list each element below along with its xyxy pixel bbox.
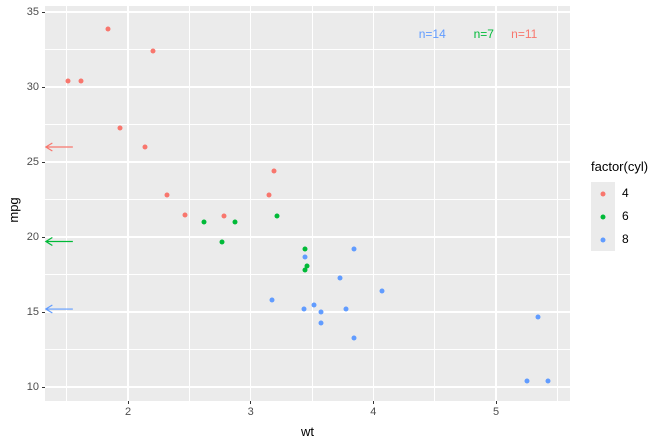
major-gridline-h (45, 11, 570, 13)
data-point-cyl4 (150, 48, 156, 54)
x-tick-label: 5 (492, 406, 500, 418)
y-tick-mark (42, 311, 45, 313)
data-point-cyl4 (266, 192, 272, 198)
data-point-cyl4 (117, 125, 123, 130)
legend-dot-cyl6 (600, 214, 606, 219)
data-point-cyl4 (142, 144, 148, 150)
x-tick-mark (250, 401, 252, 404)
data-point-cyl6 (201, 219, 207, 225)
data-point-cyl8 (351, 246, 357, 252)
data-point-cyl6 (274, 213, 280, 219)
data-point-cyl8 (343, 306, 349, 312)
y-tick-label: 25 (26, 155, 39, 168)
minor-gridline-h (45, 49, 570, 50)
minor-gridline-h (45, 349, 570, 350)
data-point-cyl8 (535, 314, 541, 320)
minor-gridline-h (45, 124, 570, 125)
major-gridline-v (250, 6, 252, 401)
plot-panel: n=14 n=7 n=11 (45, 6, 570, 401)
major-gridline-v (372, 6, 375, 401)
count-annotation: n=14 (418, 26, 446, 41)
data-point-cyl6 (219, 239, 225, 245)
x-axis-title: wt (301, 424, 314, 439)
data-point-cyl6 (302, 246, 308, 252)
legend-key (591, 205, 615, 228)
legend-title: factor(cyl) (591, 159, 649, 174)
data-point-cyl8 (524, 378, 530, 384)
legend-item-label: 4 (622, 186, 629, 200)
y-tick-label: 35 (26, 5, 39, 18)
data-point-cyl8 (311, 302, 317, 308)
data-point-cyl6 (302, 267, 308, 273)
data-point-cyl8 (318, 320, 324, 326)
legend-dot-cyl8 (600, 237, 606, 242)
x-tick-mark (372, 401, 374, 404)
y-tick-mark (42, 11, 45, 13)
y-tick-label: 20 (26, 230, 39, 243)
y-tick-mark (42, 236, 45, 238)
data-point-cyl4 (105, 26, 111, 31)
major-gridline-h (45, 161, 570, 163)
x-tick-mark (127, 401, 129, 404)
y-tick-label: 15 (26, 305, 39, 318)
minor-gridline-v (311, 6, 313, 401)
x-tick-label: 2 (124, 406, 132, 418)
y-tick-mark (42, 161, 45, 163)
y-tick-label: 10 (26, 380, 39, 393)
x-tick-label: 3 (247, 406, 254, 418)
major-gridline-h (45, 86, 570, 88)
data-point-cyl8 (301, 306, 307, 312)
major-gridline-v (495, 6, 497, 401)
major-gridline-h (45, 311, 570, 313)
data-point-cyl4 (221, 213, 227, 219)
y-axis-title: mpg (5, 197, 21, 223)
data-point-cyl4 (65, 78, 71, 84)
data-point-cyl4 (271, 168, 277, 174)
legend-item-label: 8 (622, 232, 629, 246)
minor-gridline-v (189, 6, 190, 401)
legend-key (591, 228, 615, 251)
data-point-cyl4 (164, 192, 170, 198)
data-point-cyl8 (269, 297, 275, 303)
x-tick-mark (495, 401, 497, 404)
y-tick-label: 30 (26, 80, 39, 93)
legend-key (591, 182, 615, 205)
data-point-cyl4 (78, 78, 84, 84)
major-gridline-v (127, 6, 129, 401)
data-point-cyl8 (379, 288, 385, 294)
count-annotation: n=11 (511, 26, 538, 41)
minor-gridline-h (45, 274, 570, 275)
minor-gridline-v (434, 6, 436, 401)
minor-gridline-h (45, 199, 570, 200)
legend-item-label: 6 (622, 209, 629, 223)
legend-dot-cyl4 (600, 191, 606, 196)
data-point-cyl6 (232, 219, 238, 225)
minor-gridline-v (66, 6, 68, 401)
major-gridline-h (45, 386, 570, 388)
major-gridline-h (45, 236, 570, 238)
y-tick-mark (42, 386, 45, 388)
minor-gridline-v (557, 6, 558, 401)
data-point-cyl8 (545, 378, 551, 384)
y-tick-mark (42, 86, 45, 88)
count-annotation: n=7 (473, 26, 494, 41)
data-point-cyl8 (337, 275, 343, 281)
data-point-cyl8 (351, 335, 357, 341)
data-point-cyl6 (304, 263, 310, 269)
data-point-cyl4 (182, 212, 188, 218)
data-point-cyl8 (318, 309, 324, 315)
data-point-cyl8 (302, 254, 308, 260)
x-tick-label: 4 (370, 406, 377, 418)
